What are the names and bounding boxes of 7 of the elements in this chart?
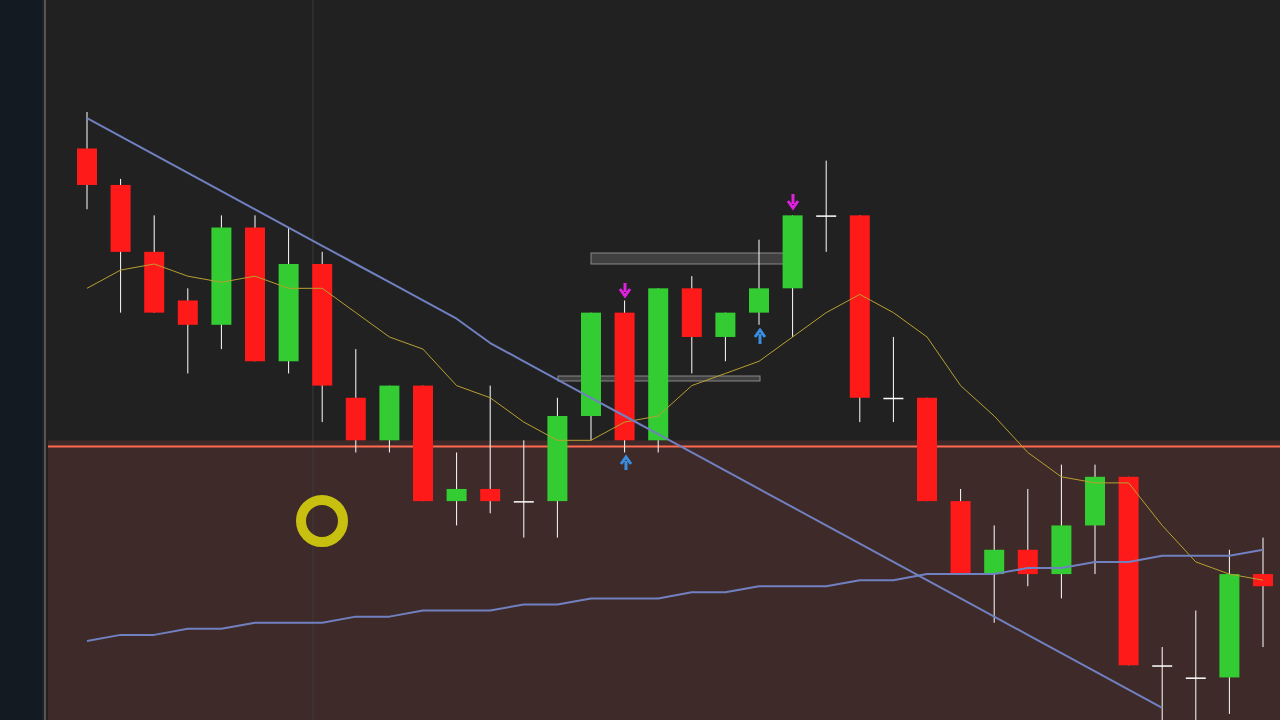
candlestick [816,160,837,253]
candlestick [480,385,501,514]
candlestick [513,439,534,539]
candlestick [1253,537,1273,648]
candlestick [1152,646,1173,720]
candlestick [1185,610,1206,720]
candlestick [446,451,467,526]
